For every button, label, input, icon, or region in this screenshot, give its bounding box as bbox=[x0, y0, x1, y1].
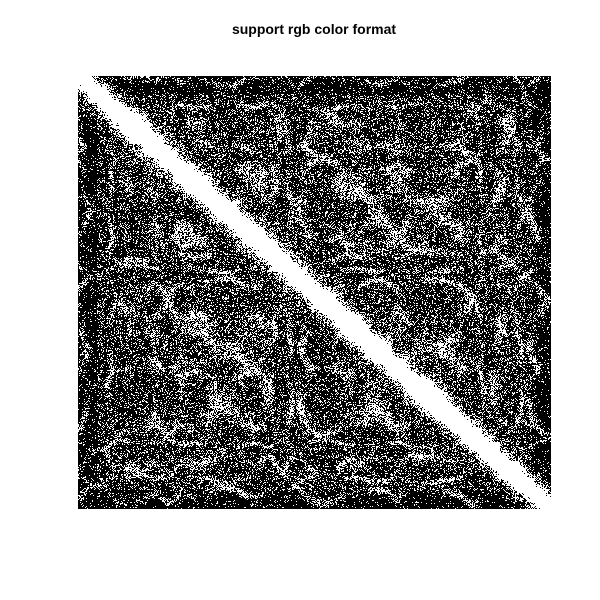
chart-title: support rgb color format bbox=[231, 21, 397, 37]
heatmap-image bbox=[78, 76, 551, 509]
plot-area bbox=[78, 76, 551, 509]
